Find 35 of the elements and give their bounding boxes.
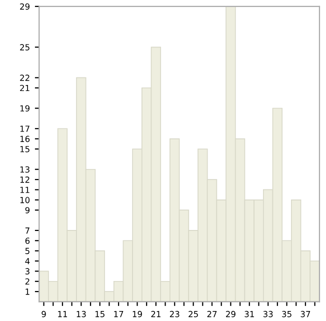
x-tick-label: 15 bbox=[95, 311, 104, 318]
y-tick-label: 22 bbox=[20, 74, 30, 81]
y-tick-label: 2 bbox=[25, 278, 30, 285]
y-tick-label: 4 bbox=[25, 258, 30, 264]
y-tick-label: 29 bbox=[20, 3, 30, 10]
x-tick-label: 31 bbox=[244, 310, 254, 318]
y-tick-label: 6 bbox=[25, 238, 30, 244]
y-tick-label: 12 bbox=[20, 176, 30, 183]
y-tick-label: 3 bbox=[25, 268, 30, 274]
y-tick-label: 17 bbox=[20, 126, 30, 132]
y-tick-label: 7 bbox=[25, 228, 30, 234]
y-tick-label: 16 bbox=[20, 136, 30, 142]
y-tick-label: 19 bbox=[20, 105, 30, 112]
x-tick-label: 11 bbox=[58, 311, 68, 318]
x-tick-label: 9 bbox=[42, 310, 46, 318]
y-tick-label: 1 bbox=[26, 288, 30, 295]
x-tick-label: 29 bbox=[226, 310, 236, 318]
y-tick-label: 5 bbox=[25, 248, 30, 254]
x-tick-label: 13 bbox=[76, 310, 86, 318]
x-tick-label: 17 bbox=[114, 311, 124, 318]
x-tick-label: 25 bbox=[188, 310, 198, 318]
y-tick-label: 10 bbox=[20, 196, 30, 204]
y-tick-label: 15 bbox=[20, 146, 30, 152]
y-tick-label: 9 bbox=[25, 207, 30, 214]
x-tick-label: 35 bbox=[282, 310, 292, 318]
y-tick-label: 13 bbox=[20, 166, 30, 173]
x-tick-label: 21 bbox=[151, 310, 160, 318]
x-tick-label: 37 bbox=[300, 310, 310, 318]
x-tick-label: 23 bbox=[170, 310, 180, 318]
x-tick-label: 33 bbox=[263, 310, 273, 318]
x-tick-label: 27 bbox=[207, 310, 217, 318]
y-tick-label: 21 bbox=[20, 84, 30, 92]
y-tick-label: 25 bbox=[20, 44, 30, 50]
y-tick-label: 11 bbox=[20, 186, 30, 193]
x-tick-label: 19 bbox=[132, 310, 142, 318]
